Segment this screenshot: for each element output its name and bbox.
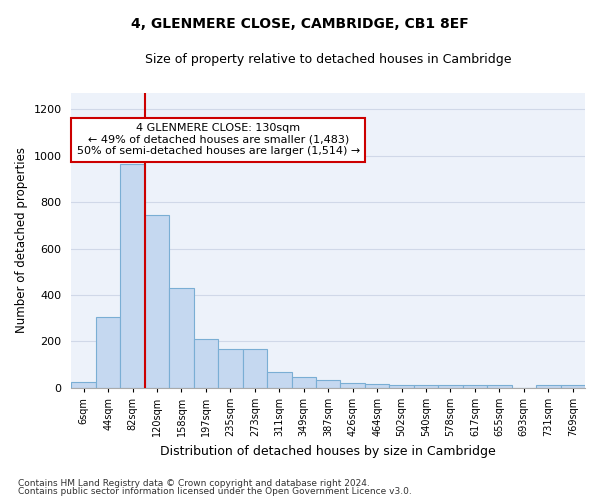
Text: Contains public sector information licensed under the Open Government Licence v3: Contains public sector information licen…	[18, 487, 412, 496]
Bar	[316, 380, 340, 388]
Bar	[194, 339, 218, 388]
Title: Size of property relative to detached houses in Cambridge: Size of property relative to detached ho…	[145, 52, 511, 66]
Bar	[292, 376, 316, 388]
Text: 4, GLENMERE CLOSE, CAMBRIDGE, CB1 8EF: 4, GLENMERE CLOSE, CAMBRIDGE, CB1 8EF	[131, 18, 469, 32]
Bar	[96, 317, 121, 388]
Bar	[389, 386, 414, 388]
Bar	[536, 386, 560, 388]
Bar	[169, 288, 194, 388]
Bar	[463, 386, 487, 388]
Y-axis label: Number of detached properties: Number of detached properties	[15, 148, 28, 334]
Bar	[242, 350, 267, 388]
Bar	[560, 386, 585, 388]
Bar	[218, 350, 242, 388]
Text: 4 GLENMERE CLOSE: 130sqm
← 49% of detached houses are smaller (1,483)
50% of sem: 4 GLENMERE CLOSE: 130sqm ← 49% of detach…	[77, 123, 360, 156]
Bar	[121, 164, 145, 388]
Bar	[487, 386, 512, 388]
Bar	[438, 386, 463, 388]
Text: Contains HM Land Registry data © Crown copyright and database right 2024.: Contains HM Land Registry data © Crown c…	[18, 478, 370, 488]
Bar	[71, 382, 96, 388]
Bar	[267, 372, 292, 388]
Bar	[340, 383, 365, 388]
Bar	[365, 384, 389, 388]
Bar	[145, 215, 169, 388]
Bar	[414, 386, 438, 388]
X-axis label: Distribution of detached houses by size in Cambridge: Distribution of detached houses by size …	[160, 444, 496, 458]
